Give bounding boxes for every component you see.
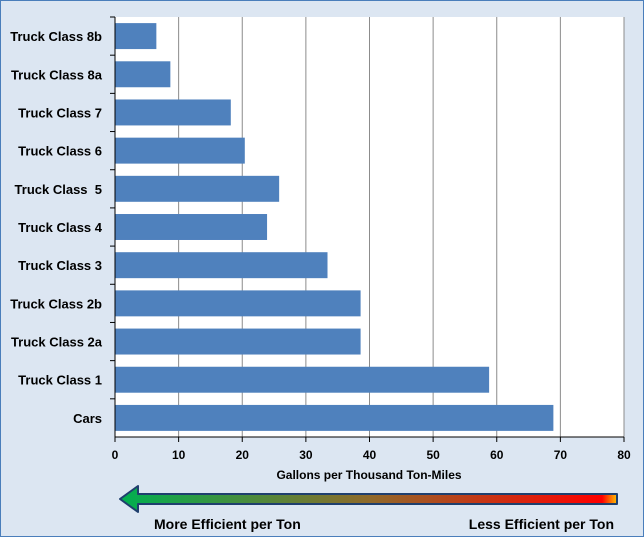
x-tick-label: 40: [363, 448, 377, 462]
x-tick-label: 10: [172, 448, 186, 462]
x-tick-label: 20: [236, 448, 250, 462]
x-tick-label: 50: [426, 448, 440, 462]
x-tick-label: 0: [112, 448, 119, 462]
category-label: Cars: [73, 411, 102, 426]
bar: [115, 214, 268, 240]
x-tick-label: 30: [299, 448, 313, 462]
category-label: Truck Class 4: [18, 220, 103, 235]
bar: [115, 61, 171, 88]
left-arrow-icon: [119, 485, 618, 513]
less-efficient-label: Less Efficient per Ton: [469, 516, 614, 532]
bar: [115, 404, 554, 431]
category-label: Truck Class 6: [18, 144, 102, 159]
x-axis-title: Gallons per Thousand Ton-Miles: [276, 468, 461, 482]
x-tick-label: 80: [617, 448, 631, 462]
category-labels: Truck Class 8b Truck Class 8a Truck Class …: [10, 29, 103, 426]
bar: [115, 252, 328, 279]
bar: [115, 137, 245, 164]
category-label: Truck Class 8b: [10, 29, 102, 44]
category-label: Truck Class 2a: [11, 335, 103, 350]
bar: [115, 23, 157, 50]
bar: [115, 366, 490, 393]
category-label: Truck Class 7: [18, 105, 102, 120]
category-label: Truck Class 2b: [10, 296, 102, 311]
category-label: Truck Class 8a: [11, 67, 103, 82]
bar: [115, 175, 280, 202]
bar: [115, 328, 361, 355]
x-tick-label: 70: [554, 448, 568, 462]
bar: [115, 99, 231, 126]
more-efficient-label: More Efficient per Ton: [154, 516, 301, 532]
category-label: Truck Class 3: [18, 258, 102, 273]
x-axis: 0 10 20 30 40 50 60 70 80: [110, 16, 631, 462]
bars: [115, 23, 554, 431]
bar: [115, 290, 361, 317]
category-label: Truck Class 1: [18, 373, 102, 388]
efficiency-legend: More Efficient per Ton Less Efficient pe…: [119, 485, 618, 532]
category-label: Truck Class 5: [15, 182, 102, 197]
x-tick-label: 60: [490, 448, 504, 462]
